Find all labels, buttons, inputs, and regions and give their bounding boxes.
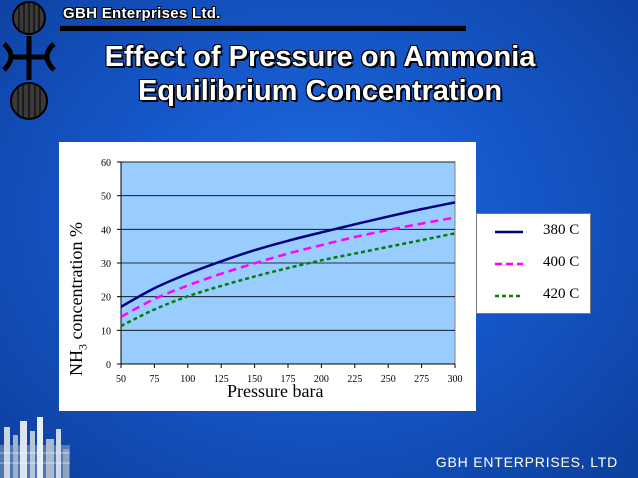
y-tick-label: 50 [101,192,111,203]
x-axis-label: Pressure bara [227,381,324,401]
refinery-illustration [0,417,70,478]
x-tick-label: 225 [347,374,362,385]
title-line-2: Equilibrium Concentration [137,75,503,107]
x-tick-label: 300 [448,374,463,385]
y-tick-label: 30 [101,259,111,270]
y-axis-label: NH3 concentration % [66,222,90,376]
gbh-logo [2,1,56,120]
legend-label-400: 400 C [543,254,580,270]
x-tick-label: 200 [314,374,329,385]
chart-container: 0 10 20 30 40 50 60 50 75 100 125 150 175 200 225 250 27… [59,142,476,411]
legend-label-380: 380 C [543,222,580,238]
x-tick-label: 125 [214,374,229,385]
x-tick-label: 175 [281,374,296,385]
x-tick-label: 250 [381,374,396,385]
y-tick-label: 0 [106,360,111,371]
y-tick-label: 60 [101,158,111,169]
title-line-1: Effect of Pressure on Ammonia [104,41,536,73]
x-tick-label: 75 [149,374,159,385]
x-tick-label: 100 [180,374,195,385]
company-name-header: GBH Enterprises Ltd. [63,5,221,22]
slide-title: Effect of Pressure on Ammonia Equilibriu… [60,40,580,108]
line-chart: 0 10 20 30 40 50 60 50 75 100 125 150 175 200 225 250 27… [101,158,463,385]
header-rule [60,25,466,31]
company-name-footer: GBH ENTERPRISES, LTD [435,454,618,470]
series-line-420-c [120,232,456,328]
y-tick-label: 40 [101,225,111,236]
legend-label-420: 420 C [543,286,580,302]
x-tick-label: 150 [247,374,262,385]
series-line-380-c [120,201,456,308]
series-line-400-c [120,216,456,318]
x-tick-label: 275 [414,374,429,385]
y-tick-label: 20 [101,293,111,304]
x-tick-label: 50 [116,374,126,385]
chart-legend: 380 C 400 C 420 C [476,213,591,314]
y-tick-label: 10 [101,326,111,337]
